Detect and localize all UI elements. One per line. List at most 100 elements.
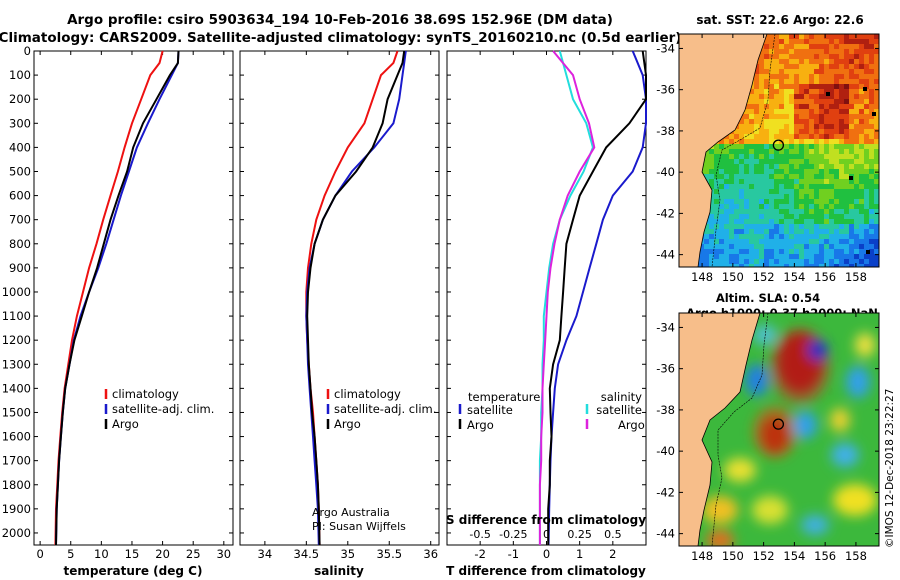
sst-cell [714, 169, 719, 174]
sst-cell [759, 204, 764, 209]
sla-blob [770, 328, 830, 404]
sst-cell [844, 199, 849, 204]
sst-cell [839, 224, 844, 229]
sst-cell [734, 239, 739, 244]
sst-cell [874, 114, 879, 119]
sst-cell [849, 169, 854, 174]
sst-cell [794, 84, 799, 89]
sst-cell [819, 144, 824, 149]
sst-cell [869, 204, 874, 209]
argo-position-marker [772, 139, 785, 151]
sst-cell [814, 154, 819, 159]
sst-cell [719, 139, 724, 144]
sst-cell [859, 59, 864, 64]
sst-cell [709, 204, 714, 209]
sst-cell [724, 194, 729, 199]
sst-cell [729, 224, 734, 229]
sst-cell [839, 149, 844, 154]
sst-cell [794, 109, 799, 114]
sst-cell [804, 99, 809, 104]
sst-cell [849, 89, 854, 94]
depth-tick-label: 1500 [2, 405, 31, 419]
sst-cell [869, 79, 874, 84]
credit-line-2: PI: Susan Wijffels [312, 520, 406, 533]
sst-cell [714, 249, 719, 254]
sst-cell [809, 59, 814, 64]
sst-cell [809, 39, 814, 44]
sst-cell [714, 189, 719, 194]
depth-tick-label: 0 [24, 44, 31, 58]
sst-cell [779, 249, 784, 254]
sst-cell [774, 234, 779, 239]
sst-cell [744, 129, 749, 134]
sst-cell [849, 149, 854, 154]
sst-cell [849, 94, 854, 99]
sst-cell [804, 164, 809, 169]
sst-cell [809, 234, 814, 239]
sst-cell [734, 194, 739, 199]
sst-cell [834, 114, 839, 119]
sst-cell [804, 194, 809, 199]
sst-cell [824, 114, 829, 119]
sst-cell [769, 199, 774, 204]
sst-cell [854, 89, 859, 94]
sst-cell [719, 264, 724, 267]
sst-cell [794, 244, 799, 249]
sst-cell [739, 249, 744, 254]
sst-cell [849, 69, 854, 74]
legend-label: climatology [334, 387, 401, 401]
sst-cell [814, 144, 819, 149]
sst-cell [734, 164, 739, 169]
sst-cell [799, 214, 804, 219]
sst-cell [854, 194, 859, 199]
sst-cell [869, 264, 874, 267]
sst-cell [754, 129, 759, 134]
sst-cell [709, 164, 714, 169]
sst-cell [769, 69, 774, 74]
sst-cell [799, 144, 804, 149]
sst-cell [854, 214, 859, 219]
sst-cell [734, 174, 739, 179]
sst-cell [724, 139, 729, 144]
sst-cell [864, 89, 869, 94]
sst-cell [769, 74, 774, 79]
sst-cell [829, 259, 834, 264]
sst-cell [759, 184, 764, 189]
sst-cell [829, 199, 834, 204]
sst-cell [804, 239, 809, 244]
sst-cell [814, 59, 819, 64]
sst-cell [824, 194, 829, 199]
sst-cell [764, 139, 769, 144]
sst-cell [844, 99, 849, 104]
sst-cell [709, 159, 714, 164]
sst-cell [829, 114, 834, 119]
sst-cell [844, 119, 849, 124]
sst-cell [764, 144, 769, 149]
sst-cell [799, 149, 804, 154]
sst-missing-cell [849, 176, 853, 180]
sst-cell [819, 69, 824, 74]
sst-cell [824, 49, 829, 54]
sst-cell [799, 199, 804, 204]
sst-cell [739, 204, 744, 209]
sst-cell [874, 119, 879, 124]
sst-cell [769, 254, 774, 259]
sst-cell [849, 204, 854, 209]
depth-tick-label: 2000 [2, 526, 31, 540]
sst-cell [829, 44, 834, 49]
sst-cell [849, 214, 854, 219]
sst-cell [844, 264, 849, 267]
sst-cell [714, 184, 719, 189]
sst-cell [784, 59, 789, 64]
sst-cell [864, 99, 869, 104]
depth-tick-label: 1300 [2, 357, 31, 371]
sst-cell [814, 99, 819, 104]
sst-cell [854, 259, 859, 264]
sst-cell [734, 229, 739, 234]
sst-cell [844, 214, 849, 219]
sst-cell [809, 159, 814, 164]
sst-cell [849, 109, 854, 114]
sst-cell [804, 159, 809, 164]
sst-cell [874, 194, 879, 199]
sst-cell [749, 174, 754, 179]
